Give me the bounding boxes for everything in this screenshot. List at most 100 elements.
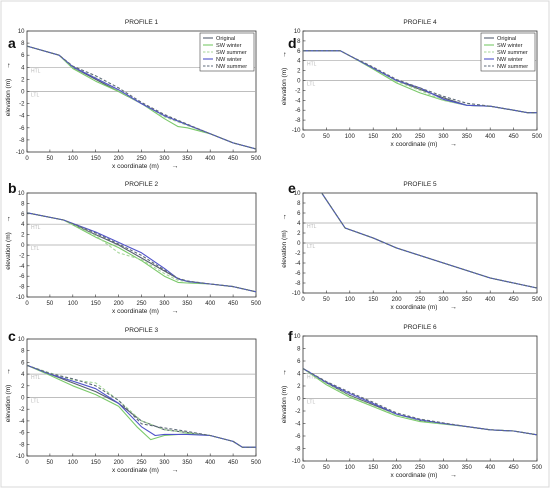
x-tick-label: 450 [228,156,239,162]
series-line-nw-summer [27,364,256,448]
x-tick-label: 150 [368,297,379,303]
panel-letter: f [288,328,293,344]
reference-label: HTL [307,224,317,230]
arrow-up-icon: → [281,214,288,221]
y-tick-label: 6 [21,53,25,59]
panel-title: PROFILE 2 [125,181,159,188]
y-tick-label: 4 [21,65,25,71]
y-axis-label: elevation (m) [5,385,12,423]
y-tick-label: 0 [297,241,301,247]
x-tick-label: 500 [532,134,543,140]
y-tick-label: 10 [294,334,301,340]
panel-title: PROFILE 5 [403,181,437,188]
y-tick-label: 6 [297,49,301,55]
y-tick-label: -2 [295,251,301,257]
y-tick-label: 8 [21,41,25,47]
x-tick-label: 200 [114,460,125,466]
x-tick-label: 300 [438,134,449,140]
x-tick-label: 200 [392,297,403,303]
y-tick-label: 0 [21,243,25,249]
x-tick-label: 50 [323,297,330,303]
y-tick-label: -10 [16,150,25,156]
x-tick-label: 100 [68,156,79,162]
x-tick-label: 300 [159,460,170,466]
panel-letter: e [288,180,296,196]
y-tick-label: -4 [295,422,301,428]
y-tick-label: 2 [21,384,25,390]
x-tick-label: 250 [136,460,147,466]
x-tick-label: 500 [251,460,262,466]
series-group [27,364,256,448]
y-tick-label: 4 [21,222,25,228]
arrow-up-icon: → [5,216,12,223]
panel-letter: b [8,180,17,196]
y-tick-label: -2 [19,253,25,259]
y-tick-label: 2 [21,233,25,239]
x-tick-label: 50 [47,156,54,162]
x-tick-label: 50 [323,465,330,471]
series-group [27,212,256,293]
y-tick-label: -6 [295,271,301,277]
x-tick-label: 350 [182,301,193,307]
x-tick-label: 400 [485,134,496,140]
series-group [27,45,256,150]
y-tick-label: -2 [295,409,301,415]
y-tick-label: 4 [297,372,301,378]
panel-title: PROFILE 6 [403,324,437,331]
reference-label: LTL [307,82,315,88]
y-tick-label: -4 [295,261,301,267]
y-tick-label: 0 [297,79,301,85]
x-tick-label: 250 [415,134,426,140]
reference-label: LTL [307,244,315,250]
x-tick-label: 500 [251,301,262,307]
x-tick-label: 400 [205,460,216,466]
legend-entry: SW summer [497,50,528,56]
arrow-up-icon: → [5,368,12,375]
y-tick-label: -6 [295,434,301,440]
legend-entry: NW summer [216,64,247,70]
x-tick-label: 200 [392,134,403,140]
x-tick-label: 150 [91,156,102,162]
x-tick-label: 500 [532,465,543,471]
x-tick-label: 250 [415,465,426,471]
panel-letter: a [8,35,16,51]
arrow-up-icon: → [281,369,288,376]
reference-label: HTL [31,375,41,381]
series-line-nw-summer [303,50,537,114]
x-tick-label: 150 [368,465,379,471]
series-line-nw-summer [303,368,537,436]
legend-entry: NW winter [216,57,242,63]
y-tick-label: -8 [295,281,301,287]
y-tick-label: 10 [18,29,25,35]
x-tick-label: 100 [68,460,79,466]
x-tick-label: 250 [136,156,147,162]
y-axis-label: elevation (m) [5,232,12,270]
y-tick-label: -8 [295,447,301,453]
legend-entry: NW winter [497,57,523,63]
series-line-nw-summer [321,193,537,289]
x-tick-label: 350 [182,156,193,162]
panel-letter: d [288,35,297,51]
x-tick-label: 400 [205,301,216,307]
x-tick-label: 0 [25,301,29,307]
x-tick-label: 350 [182,460,193,466]
x-tick-label: 450 [509,297,520,303]
y-axis-label: elevation (m) [281,68,288,106]
x-tick-label: 500 [251,156,262,162]
arrow-right-icon: → [450,472,457,479]
y-axis-label: elevation (m) [281,230,288,268]
legend-entry: SW winter [216,43,242,49]
y-tick-label: -8 [19,442,25,448]
x-axis-label: x coordinate (m) [112,467,159,474]
x-tick-label: 450 [228,460,239,466]
panel-letter: c [8,328,16,344]
x-tick-label: 300 [159,301,170,307]
x-axis-label: x coordinate (m) [391,472,438,479]
